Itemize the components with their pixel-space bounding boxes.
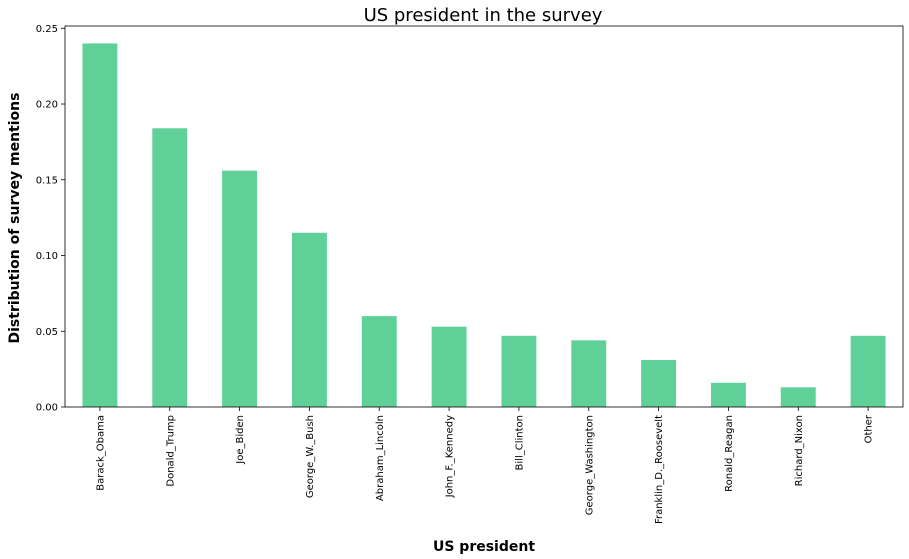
y-tick-label: 0.10 bbox=[36, 251, 58, 262]
y-tick-label: 0.25 bbox=[36, 24, 58, 35]
bar bbox=[641, 360, 677, 407]
bar bbox=[501, 335, 537, 407]
y-tick-label: 0.05 bbox=[36, 327, 58, 338]
x-tick-label: George_W._Bush bbox=[305, 415, 316, 498]
plot-frame bbox=[64, 25, 904, 408]
bar bbox=[82, 43, 118, 408]
y-tick-label: 0.20 bbox=[36, 100, 58, 111]
bar bbox=[431, 326, 467, 407]
chart-title: US president in the survey bbox=[364, 5, 603, 26]
bar bbox=[850, 335, 886, 407]
y-axis-label: Distribution of survey mentions bbox=[7, 93, 23, 344]
bar bbox=[571, 340, 607, 407]
x-tick-label: Barack_Obama bbox=[95, 415, 106, 491]
plot-area: 0.00 0.05 0.10 0.15 0.20 0.25 Barack_Obama Dona… bbox=[36, 24, 904, 524]
x-tick-label: Franklin_D._Roosevelt bbox=[654, 415, 665, 524]
x-tick-label: John_F._Kennedy bbox=[445, 415, 456, 498]
bar bbox=[710, 382, 746, 407]
x-tick-label: Bill_Clinton bbox=[514, 415, 525, 470]
x-tick-label: Joe_Biden bbox=[235, 415, 246, 465]
y-tick-label: 0.00 bbox=[36, 403, 58, 414]
x-tick-label: Ronald_Reagan bbox=[724, 415, 735, 492]
x-tick-label: Abraham_Lincoln bbox=[375, 415, 386, 501]
bar bbox=[291, 232, 327, 407]
bar bbox=[780, 387, 816, 407]
x-tick-label: Richard_Nixon bbox=[794, 415, 805, 486]
bar bbox=[222, 170, 258, 407]
x-tick-label: Other bbox=[864, 414, 875, 443]
y-tick-label: 0.15 bbox=[36, 175, 58, 186]
bar bbox=[361, 316, 397, 407]
x-tick-label: George_Washington bbox=[584, 415, 595, 515]
x-tick-label: Donald_Trump bbox=[165, 415, 176, 487]
bar bbox=[152, 128, 188, 407]
x-axis-label: US president bbox=[433, 539, 535, 555]
